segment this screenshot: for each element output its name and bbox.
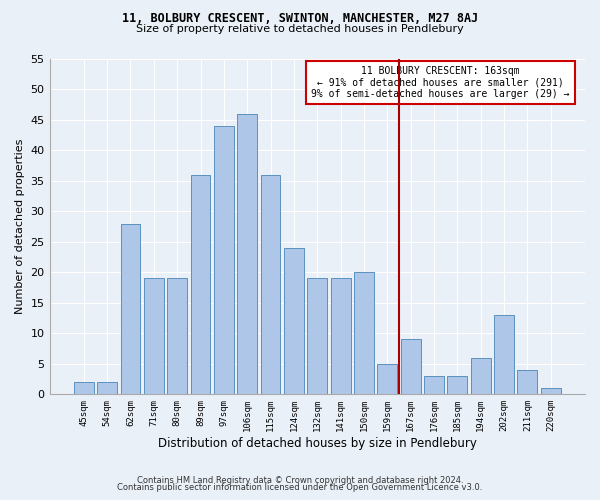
Bar	[307, 278, 327, 394]
Bar	[214, 126, 234, 394]
Bar	[517, 370, 538, 394]
Bar	[377, 364, 397, 394]
X-axis label: Distribution of detached houses by size in Pendlebury: Distribution of detached houses by size …	[158, 437, 477, 450]
Bar	[260, 175, 280, 394]
Text: 11, BOLBURY CRESCENT, SWINTON, MANCHESTER, M27 8AJ: 11, BOLBURY CRESCENT, SWINTON, MANCHESTE…	[122, 12, 478, 26]
Bar	[238, 114, 257, 394]
Bar	[144, 278, 164, 394]
Bar	[284, 248, 304, 394]
Bar	[494, 315, 514, 394]
Bar	[97, 382, 117, 394]
Text: Size of property relative to detached houses in Pendlebury: Size of property relative to detached ho…	[136, 24, 464, 34]
Bar	[541, 388, 560, 394]
Bar	[191, 175, 211, 394]
Y-axis label: Number of detached properties: Number of detached properties	[15, 139, 25, 314]
Bar	[121, 224, 140, 394]
Bar	[401, 340, 421, 394]
Text: 11 BOLBURY CRESCENT: 163sqm
← 91% of detached houses are smaller (291)
9% of sem: 11 BOLBURY CRESCENT: 163sqm ← 91% of det…	[311, 66, 569, 99]
Bar	[167, 278, 187, 394]
Bar	[448, 376, 467, 394]
Bar	[424, 376, 444, 394]
Text: Contains public sector information licensed under the Open Government Licence v3: Contains public sector information licen…	[118, 483, 482, 492]
Bar	[74, 382, 94, 394]
Bar	[331, 278, 350, 394]
Text: Contains HM Land Registry data © Crown copyright and database right 2024.: Contains HM Land Registry data © Crown c…	[137, 476, 463, 485]
Bar	[354, 272, 374, 394]
Bar	[471, 358, 491, 395]
